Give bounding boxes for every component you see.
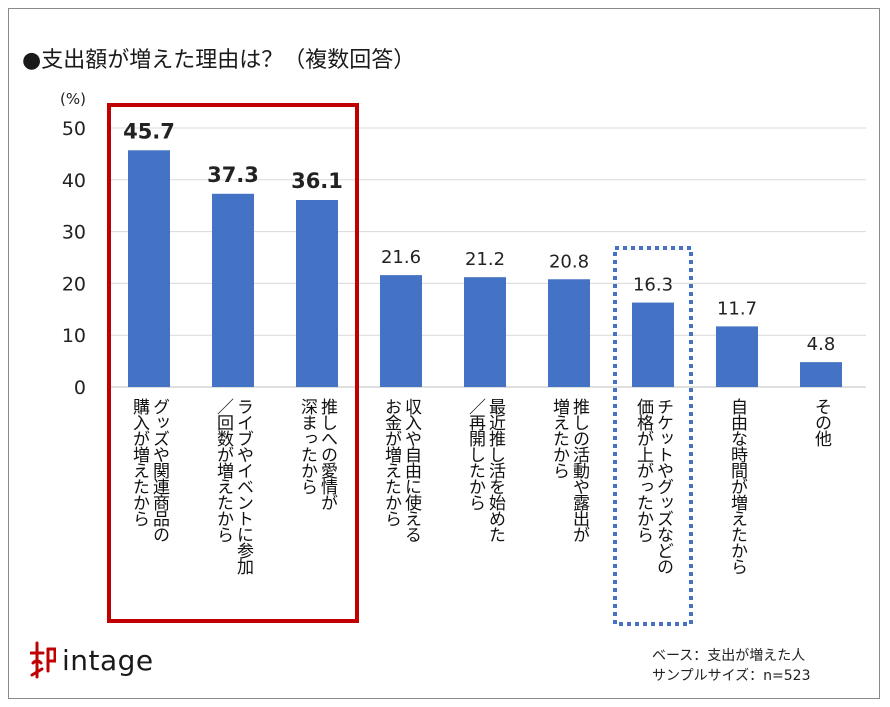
value-label: 20.8 [549, 251, 589, 272]
logo-text: intage [62, 643, 154, 677]
value-label: 37.3 [207, 163, 259, 187]
y-tick-label: 40 [62, 170, 86, 192]
y-tick-label: 20 [62, 273, 86, 295]
bar [380, 275, 422, 387]
x-tick-label: 推しへの愛情が 深まったから [297, 398, 337, 510]
value-label: 21.6 [381, 247, 421, 268]
value-label: 4.8 [807, 334, 836, 355]
chart-title: ●支出額が増えた理由は？（複数回答） [22, 48, 416, 73]
bar [128, 150, 170, 387]
footnote-base: ベース：支出が増えた人 [652, 648, 806, 664]
x-tick-label: その他 [811, 398, 831, 446]
y-tick-label: 30 [62, 222, 86, 244]
value-label: 21.2 [465, 249, 505, 270]
y-tick-label: 0 [74, 377, 86, 399]
bar [800, 362, 842, 387]
value-label: 45.7 [123, 119, 175, 143]
x-tick-label: グッズや関連商品の 購入が増えたから [129, 398, 169, 542]
value-label: 36.1 [291, 169, 343, 193]
intage-logo: intage [30, 640, 154, 680]
footnote: ベース：支出が増えた人 サンプルサイズ：n=523 [652, 646, 811, 686]
highlight-box-red [107, 103, 359, 623]
intage-logo-icon [30, 641, 56, 679]
value-label: 16.3 [633, 275, 673, 296]
x-tick-label: 自由な時間が増えたから [727, 398, 747, 574]
footnote-sample-size: サンプルサイズ：n=523 [652, 668, 811, 684]
x-tick-label: ライブやイベントに参加 ／回数が増えたから [213, 398, 253, 574]
y-tick-label: 10 [62, 325, 86, 347]
x-tick-label: チケットやグッズなどの 価格が上がったから [633, 398, 673, 574]
y-tick-label: 50 [62, 118, 86, 140]
bar [716, 326, 758, 387]
bar [548, 279, 590, 387]
bar [296, 200, 338, 387]
bar [632, 302, 674, 387]
y-unit-label: (%) [60, 90, 86, 108]
x-tick-label: 収入や自由に使える お金が増えたから [381, 398, 421, 542]
bar [464, 277, 506, 387]
bar [212, 193, 254, 387]
value-label: 11.7 [717, 298, 757, 319]
x-tick-label: 最近推し活を始めた ／再開したから [465, 398, 505, 542]
highlight-box-blue [613, 246, 693, 626]
x-tick-label: 推しの活動や露出が 増えたから [549, 398, 589, 542]
